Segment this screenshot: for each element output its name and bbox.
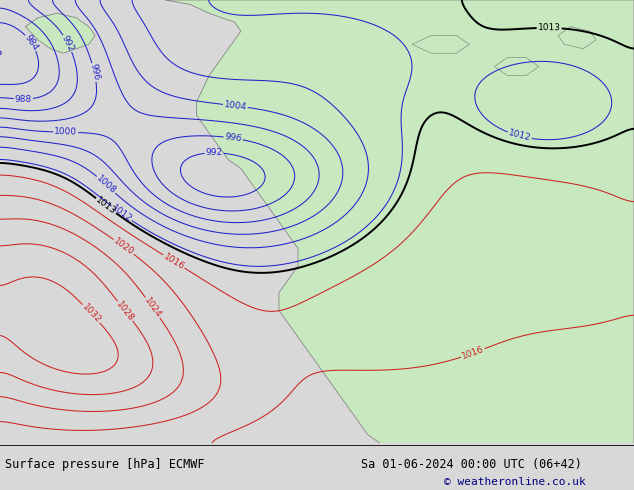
Text: 1013: 1013 — [94, 195, 118, 216]
Text: 992: 992 — [205, 148, 223, 157]
Text: 992: 992 — [60, 34, 75, 53]
Text: 1028: 1028 — [115, 299, 136, 323]
Text: Sa 01-06-2024 00:00 UTC (06+42): Sa 01-06-2024 00:00 UTC (06+42) — [361, 458, 582, 471]
Text: 1013: 1013 — [538, 24, 560, 33]
Polygon shape — [165, 0, 634, 443]
Text: 1016: 1016 — [162, 251, 186, 271]
Polygon shape — [558, 26, 596, 49]
Text: Surface pressure [hPa] ECMWF: Surface pressure [hPa] ECMWF — [5, 458, 205, 471]
Text: 1004: 1004 — [223, 100, 247, 112]
Text: © weatheronline.co.uk: © weatheronline.co.uk — [444, 477, 586, 487]
Polygon shape — [25, 13, 95, 53]
Text: 996: 996 — [88, 63, 101, 82]
Text: 984: 984 — [23, 33, 40, 52]
Polygon shape — [495, 58, 539, 75]
Text: 1024: 1024 — [143, 296, 163, 319]
Text: 1000: 1000 — [54, 127, 77, 137]
Text: 1008: 1008 — [94, 174, 117, 196]
Text: 1012: 1012 — [507, 129, 532, 143]
Polygon shape — [412, 35, 469, 53]
Text: 1032: 1032 — [80, 302, 102, 325]
Text: 988: 988 — [15, 95, 32, 103]
Text: 1016: 1016 — [460, 345, 485, 361]
Text: 1012: 1012 — [110, 203, 133, 224]
Text: 1020: 1020 — [112, 236, 136, 257]
Text: 996: 996 — [224, 132, 242, 144]
